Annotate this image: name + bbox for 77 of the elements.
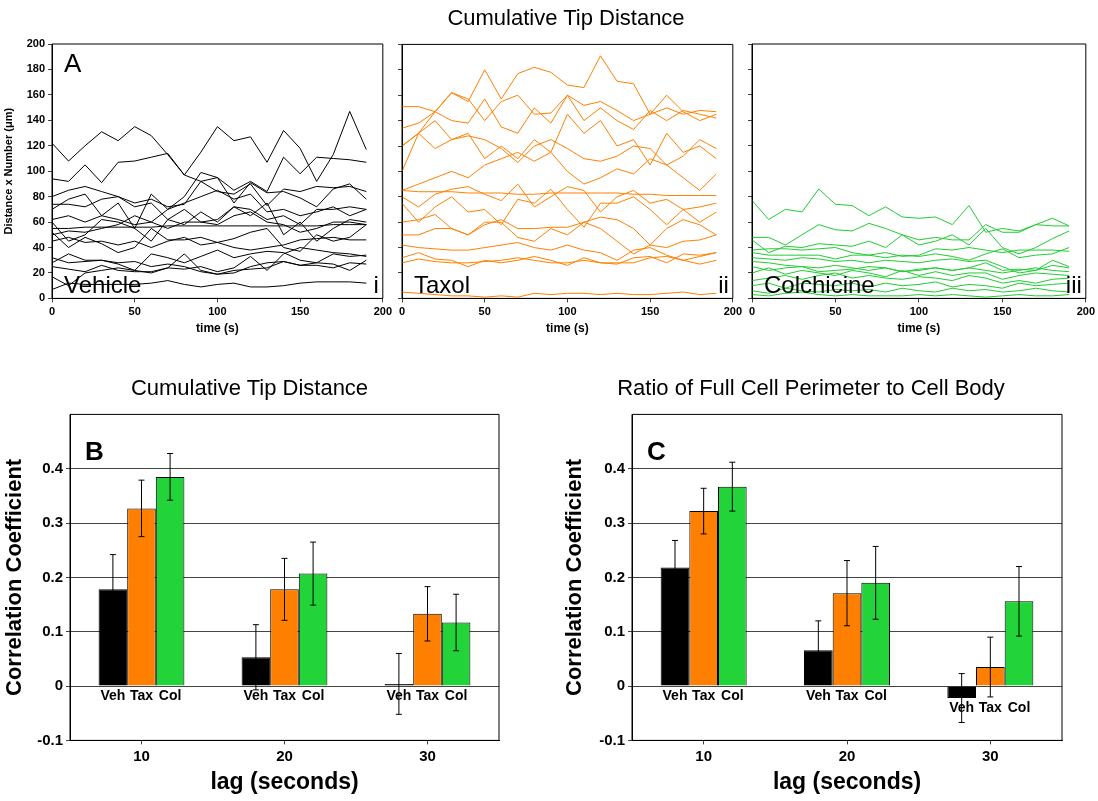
x-tick-label: 0	[748, 305, 756, 318]
x-tick-label: 10	[695, 746, 713, 764]
annotation: ii	[718, 271, 729, 299]
x-tick-label: 150	[640, 305, 660, 318]
y-tick-label: 140	[26, 113, 45, 126]
annotation: Col	[301, 686, 325, 703]
chart-title: Cumulative Tip Distance	[447, 5, 685, 31]
annotation: Veh	[805, 686, 831, 703]
x-tick-label: 30	[419, 746, 436, 764]
y-tick-label: 40	[32, 240, 45, 253]
y-tick-label: 0.2	[604, 567, 625, 585]
y-tick-label: 200	[26, 37, 45, 50]
y-tick-label: 160	[26, 87, 45, 100]
x-tick-label: 200	[373, 305, 392, 318]
annotation: Tax	[129, 686, 154, 703]
x-tick-label: 100	[208, 305, 227, 318]
annotation: Col	[864, 686, 887, 703]
y-tick-label: 0.4	[42, 458, 64, 476]
y-tick-label: 0	[54, 676, 63, 694]
x-tick-label: 20	[276, 746, 293, 764]
y-tick-label: 0.4	[604, 458, 626, 476]
y-axis-title: Distance x Number (μm)	[1, 107, 14, 235]
x-axis-title: time (s)	[196, 321, 239, 336]
y-tick-label: 0.1	[604, 621, 625, 639]
y-tick-label: 80	[32, 189, 45, 202]
annotation: Tax	[692, 686, 716, 703]
x-tick-label: 50	[128, 305, 141, 318]
x-tick-label: 10	[133, 746, 150, 764]
y-tick-label: 60	[32, 215, 45, 228]
annotation: Tax	[835, 686, 859, 703]
chart-title: Ratio of Full Cell Perimeter to Cell Body	[617, 375, 1005, 401]
annotation: Tax	[978, 698, 1003, 715]
annotation: C	[647, 435, 666, 466]
annotation: Veh	[662, 686, 688, 703]
annotation: Tax	[415, 686, 440, 703]
x-tick-label: 0	[398, 305, 406, 318]
y-tick-label: 180	[26, 62, 45, 75]
annotation: Col	[444, 686, 468, 703]
x-tick-label: 200	[1076, 305, 1095, 318]
y-tick-label: 0.2	[42, 567, 63, 585]
x-tick-label: 30	[981, 746, 999, 764]
annotation: A	[64, 48, 82, 79]
x-tick-label: 50	[478, 305, 491, 318]
y-tick-label: 0.3	[42, 513, 63, 531]
y-axis-title: Correlation Coefficient	[1, 458, 27, 696]
annotation: B	[85, 435, 104, 466]
annotation: Veh	[243, 686, 269, 703]
y-tick-label: 20	[32, 265, 45, 278]
y-tick-label: -0.1	[599, 730, 625, 748]
x-tick-label: 150	[993, 305, 1012, 318]
annotation: i	[373, 271, 379, 299]
annotation: Col	[721, 686, 744, 703]
x-tick-label: 20	[838, 746, 856, 764]
x-tick-label: 50	[829, 305, 842, 318]
y-tick-label: -0.1	[37, 730, 63, 748]
annotation: Col	[158, 686, 182, 703]
annotation: Veh	[100, 686, 126, 703]
x-tick-label: 100	[909, 305, 929, 318]
x-tick-label: 100	[558, 305, 577, 318]
x-tick-label: 200	[723, 305, 742, 318]
y-tick-label: 120	[26, 138, 45, 151]
x-axis-title: lag (seconds)	[210, 767, 359, 794]
x-axis-title: time (s)	[897, 321, 941, 336]
y-tick-label: 100	[26, 164, 45, 177]
x-axis-title: time (s)	[546, 321, 589, 336]
annotation: iii	[1065, 271, 1082, 299]
annotation: Tax	[272, 686, 297, 703]
y-tick-label: 0.3	[604, 513, 625, 531]
x-axis-title: lag (seconds)	[772, 767, 922, 794]
y-tick-label: 0	[38, 291, 45, 304]
y-axis-title: Correlation Coefficient	[561, 458, 587, 696]
chart-title: Cumulative Tip Distance	[130, 375, 369, 401]
annotation: Taxol	[414, 271, 471, 299]
annotation: Col	[1007, 698, 1031, 715]
x-tick-label: 150	[290, 305, 310, 318]
y-tick-label: 0.1	[42, 621, 63, 639]
y-tick-label: 0	[616, 676, 625, 694]
